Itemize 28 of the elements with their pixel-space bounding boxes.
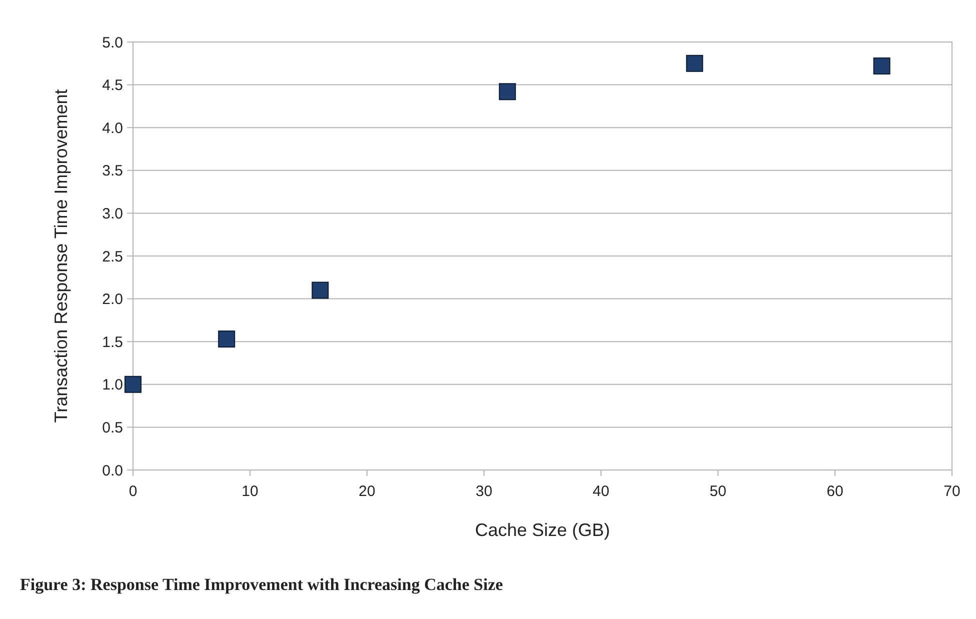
x-tick-label: 20 (358, 483, 376, 500)
point (218, 330, 236, 348)
point (498, 83, 516, 100)
y-tick-label: 3.5 (102, 162, 123, 180)
y-tick-label: 0.0 (102, 462, 123, 480)
x-tick-label: 10 (242, 483, 258, 500)
point (312, 282, 329, 299)
x-axis-title: Cache Size (GB) (474, 520, 610, 540)
x-tick-label: 50 (710, 483, 726, 500)
x-tick-label: 60 (826, 483, 844, 500)
x-tick-label: 70 (944, 483, 960, 500)
y-tick-label: 2.5 (102, 248, 123, 266)
x-tick-label: 30 (476, 483, 492, 500)
y-tick-label: 5.0 (102, 34, 123, 52)
point (686, 54, 704, 72)
y-tick-label: 3.0 (102, 205, 123, 222)
y-tick-label: 0.5 (102, 419, 123, 436)
y-tick-label: 1.5 (102, 334, 123, 351)
x-tick-label: 0 (128, 483, 138, 500)
y-tick-label: 4.5 (102, 77, 123, 94)
y-tick-label: 1.0 (102, 376, 123, 394)
y-tick-label: 4.0 (102, 120, 123, 137)
point (873, 57, 890, 74)
y-tick-label: 2.0 (102, 291, 123, 308)
caption: Figure 3: Response Time Improvement with Increasing Cache Size (20, 575, 504, 594)
point (124, 376, 142, 393)
x-tick-label: 40 (592, 483, 610, 500)
y-axis-title: Transaction Response Time Improvement (51, 89, 71, 423)
